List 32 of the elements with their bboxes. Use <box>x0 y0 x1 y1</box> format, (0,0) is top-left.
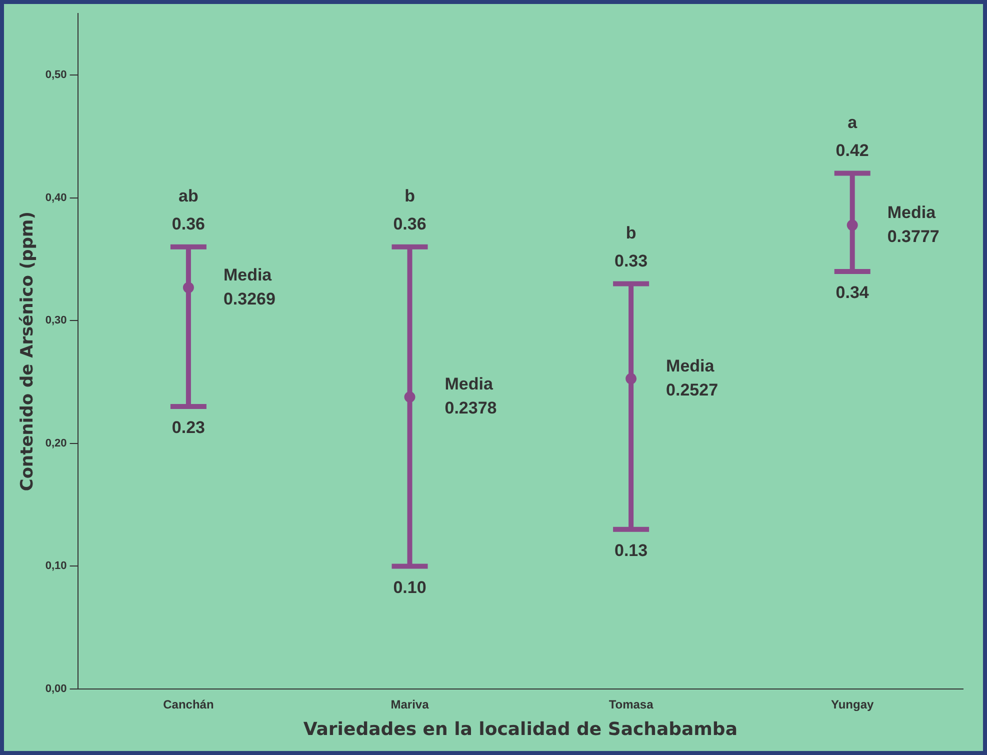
y-tick-label: 0,10 <box>45 560 67 572</box>
annotation: 0.13 <box>614 541 648 560</box>
annotation: b <box>404 186 415 206</box>
y-tick-label: 0,00 <box>45 683 67 696</box>
annotation: ab <box>178 186 198 206</box>
point <box>404 391 416 402</box>
y-tick-label: 0,50 <box>45 69 67 82</box>
point <box>846 220 858 231</box>
y-tick-label: 0,20 <box>45 437 67 450</box>
annotation: 0.36 <box>172 214 206 234</box>
point <box>626 373 637 384</box>
x-tick-label: Yungay <box>831 698 874 712</box>
annotation: Media 0.3269 <box>223 265 276 308</box>
annotation: Media 0.3777 <box>887 202 940 246</box>
y-axis-title: Contenido de Arsénico (ppm) <box>18 211 38 492</box>
annotation: b <box>626 223 636 242</box>
annotation: Media 0.2378 <box>444 374 497 418</box>
annotation: 0.10 <box>393 578 426 597</box>
y-tick-label: 0,30 <box>45 314 67 327</box>
annotation: 0.36 <box>393 214 426 234</box>
x-axis-title: Variedades en la localidad de Sachabamba <box>303 718 738 740</box>
annotation: 0.42 <box>836 140 869 160</box>
y-tick-label: 0,40 <box>45 192 67 204</box>
annotation: a <box>848 112 858 132</box>
annotation: Media 0.2527 <box>666 356 718 400</box>
annotation: 0.34 <box>836 283 870 302</box>
x-tick-label: Mariva <box>390 698 430 712</box>
annotation: 0.33 <box>614 251 648 270</box>
x-tick-label: Canchán <box>163 698 214 712</box>
point <box>182 282 194 294</box>
x-tick-label: Tomasa <box>608 698 654 712</box>
annotation: 0.23 <box>172 418 206 438</box>
